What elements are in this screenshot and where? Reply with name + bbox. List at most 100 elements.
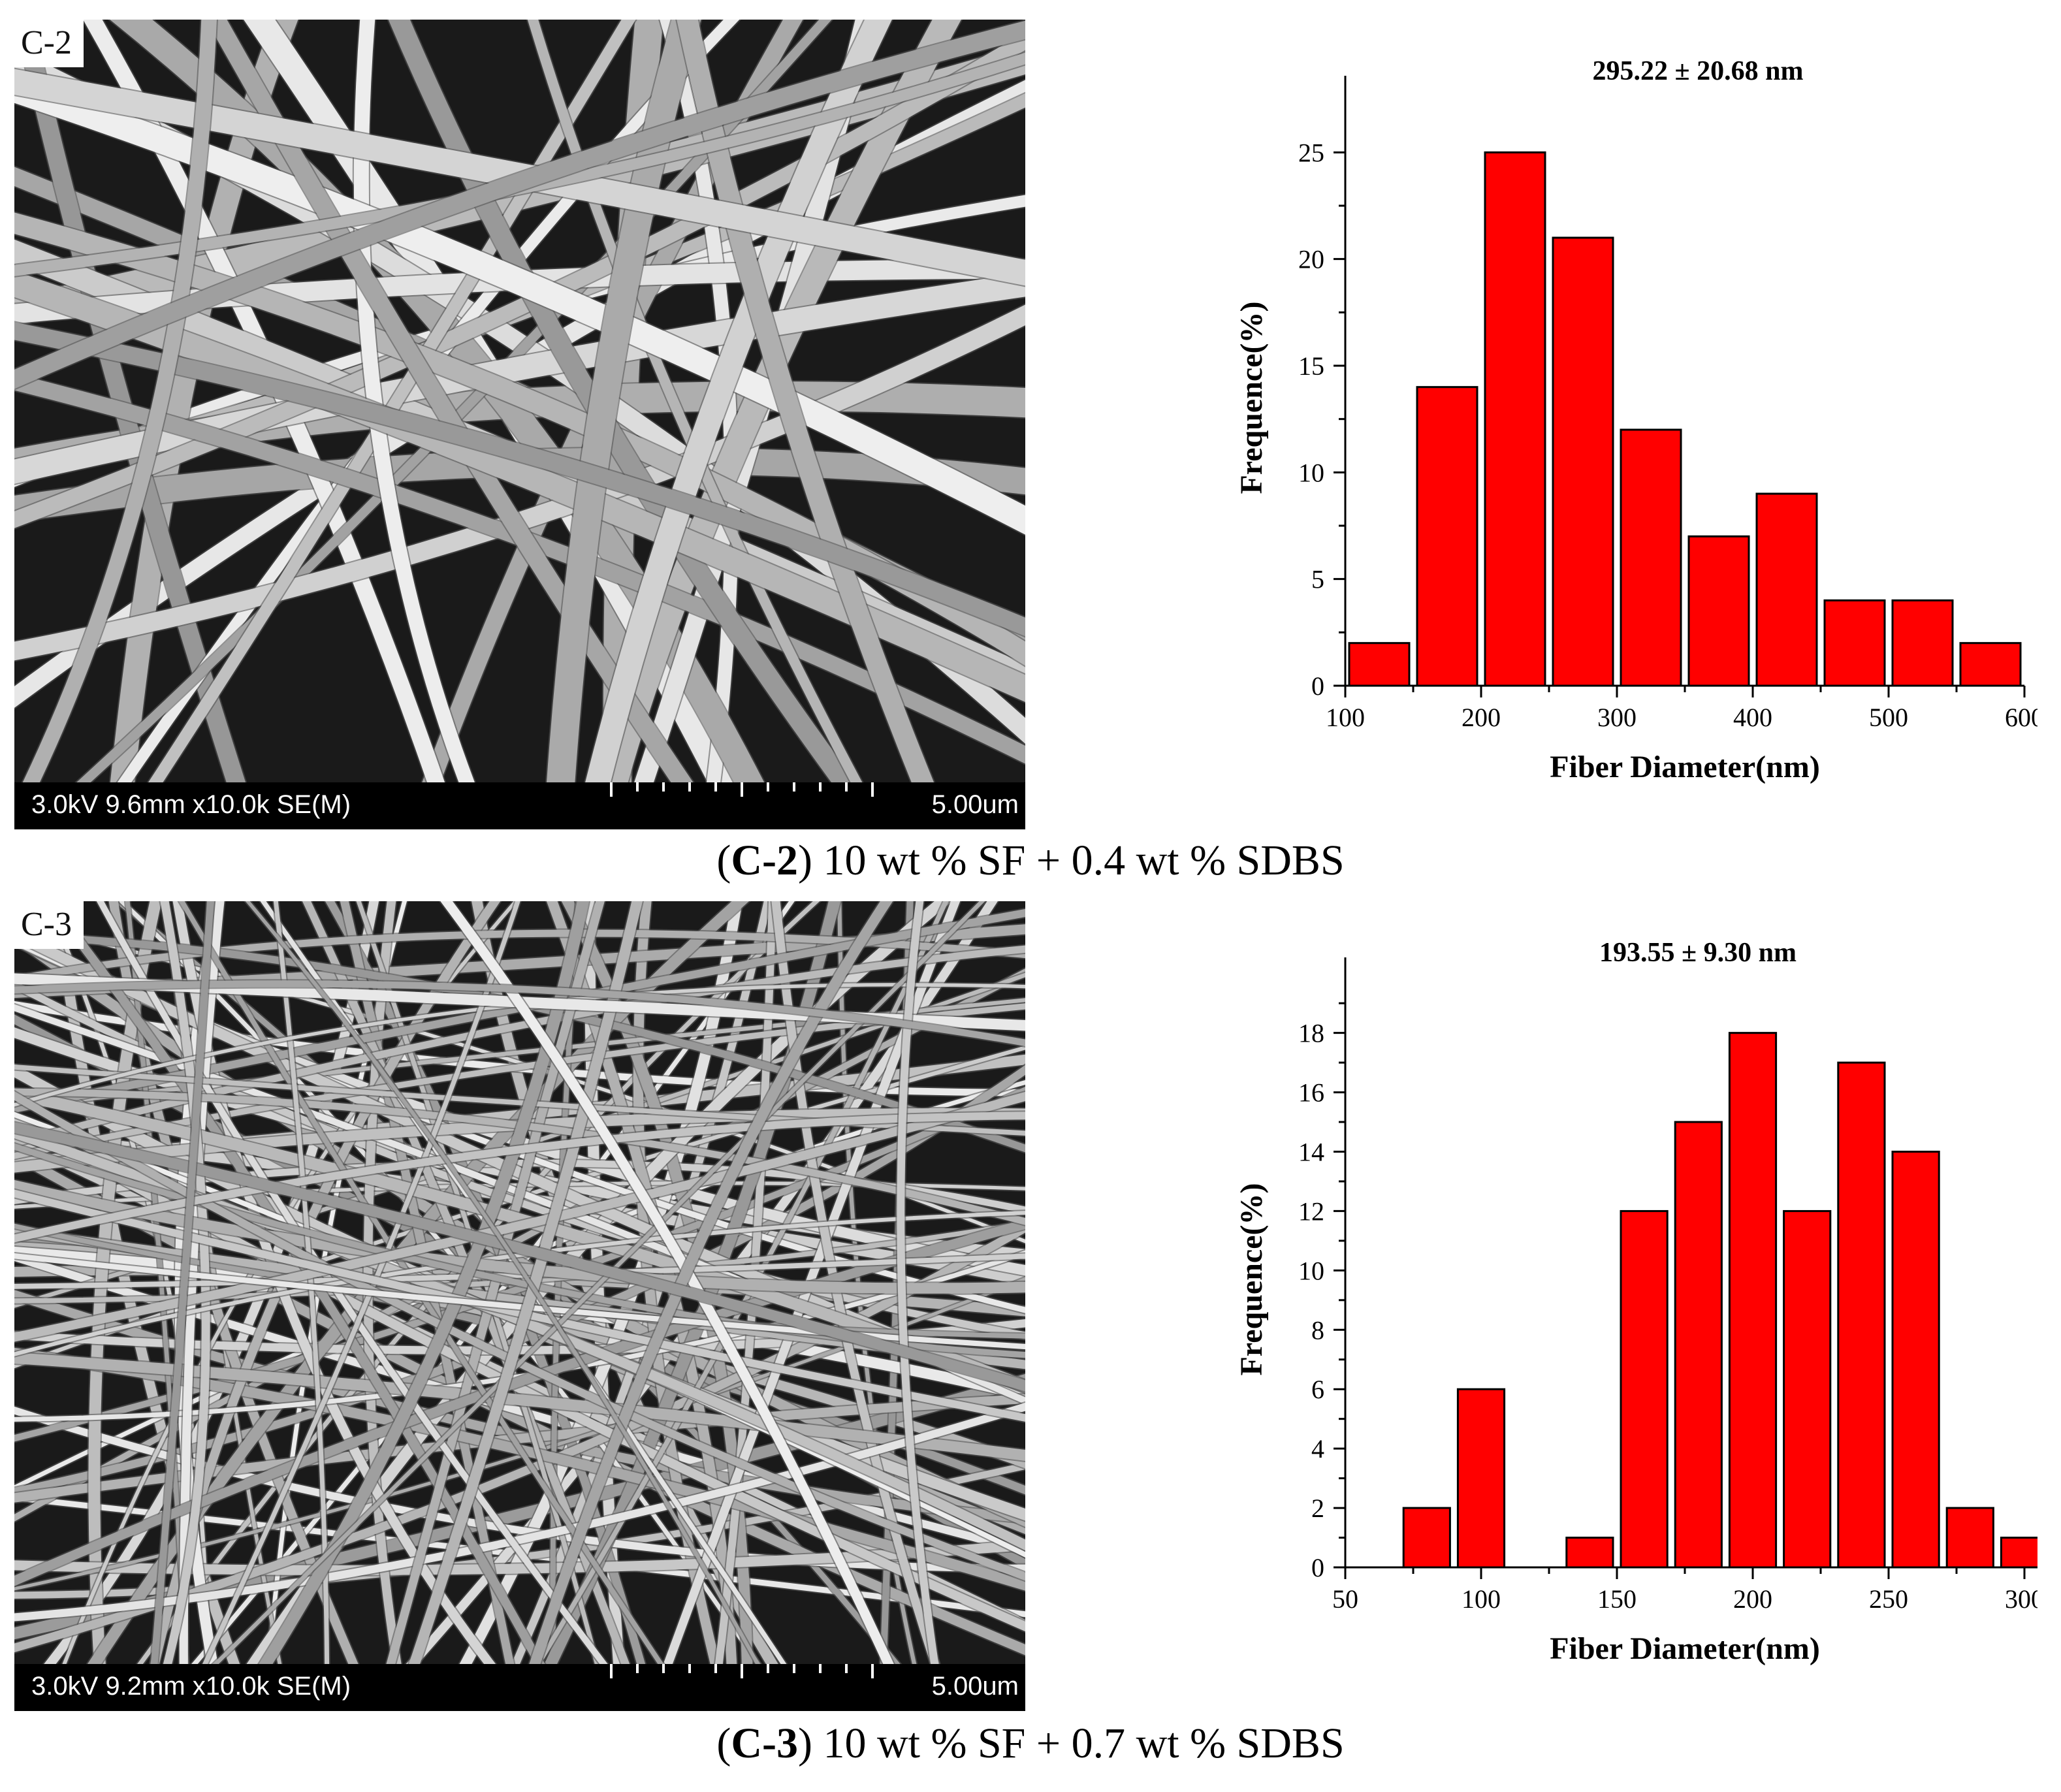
histogram-bar [1687, 535, 1750, 687]
fiber [302, 901, 630, 1664]
fiber [14, 980, 1025, 1047]
caption-text: ) 10 wt % SF + 0.4 wt % SDBS [797, 837, 1345, 884]
y-tick-label: 15 [1298, 351, 1324, 381]
x-tick-label: 300 [1597, 703, 1637, 732]
y-tick-label: 0 [1311, 1553, 1324, 1582]
fiber [14, 1211, 1025, 1356]
fiber [87, 901, 750, 1664]
panel-c3: C-3 3.0kV 9.2mm x10.0k SE(M) 5.00um 193.… [0, 882, 2061, 1778]
fiber [897, 901, 939, 1664]
histogram-bar [1959, 642, 2022, 687]
fiber [14, 1122, 1025, 1392]
fiber [14, 1091, 1025, 1581]
y-tick-label: 14 [1298, 1138, 1324, 1167]
y-tick-label: 0 [1311, 671, 1324, 701]
x-axis-label: Fiber Diameter(nm) [1550, 750, 1820, 784]
sem-panel-label: C-2 [14, 20, 84, 67]
caption-c2: (C-2) 10 wt % SF + 0.4 wt % SDBS [0, 836, 2061, 886]
histogram-bar [1456, 1388, 1506, 1569]
fiber [14, 272, 1025, 484]
histogram-c3: 193.55 ± 9.30 nm 50 100 150 200 250 300 0 2 4 6 8 10… [1234, 938, 2037, 1665]
fiber [148, 20, 636, 782]
y-tick-label: 8 [1311, 1315, 1324, 1345]
histogram-bar [1552, 236, 1614, 687]
histogram-bar [1674, 1121, 1723, 1569]
chart-title: 295.22 ± 20.68 nm [1593, 56, 1804, 86]
scale-bar-ticks [610, 1664, 874, 1678]
histogram-bar [1755, 492, 1818, 687]
sem-panel-label: C-3 [14, 901, 84, 949]
x-tick-label: 100 [1326, 703, 1365, 732]
sem-info-text: 3.0kV 9.2mm x10.0k SE(M) [31, 1672, 351, 1701]
x-tick-label: 400 [1733, 703, 1772, 732]
fiber [14, 1253, 1025, 1350]
y-tick-label: 2 [1311, 1494, 1324, 1523]
caption-open: ( [716, 837, 731, 884]
histogram-c2: 295.22 ± 20.68 nm 100 200 300 400 500 600 0 5 10 1… [1234, 56, 2037, 784]
fiber-micrograph [14, 20, 1025, 782]
histogram-bar [2000, 1537, 2037, 1569]
caption-id: C-3 [731, 1720, 798, 1767]
y-tick-label: 10 [1298, 458, 1324, 487]
y-tick-label: 5 [1311, 565, 1324, 594]
fiber [547, 20, 701, 782]
sem-image-c3: C-3 3.0kV 9.2mm x10.0k SE(M) 5.00um [14, 901, 1025, 1711]
y-tick-label: 10 [1298, 1256, 1324, 1285]
y-tick-label: 20 [1298, 245, 1324, 274]
histogram-bar [1565, 1537, 1614, 1569]
fiber [14, 983, 1025, 1107]
sem-scale-text: 5.00um [931, 1672, 1019, 1701]
histogram-bar [1891, 599, 1954, 687]
sem-scale-text: 5.00um [931, 790, 1019, 819]
fiber [273, 901, 330, 1664]
chart-title: 193.55 ± 9.30 nm [1599, 938, 1797, 968]
caption-text: ) 10 wt % SF + 0.7 wt % SDBS [797, 1720, 1345, 1767]
fiber [14, 1091, 1025, 1342]
sem-image-c2: C-2 3.0kV 9.6mm x10.0k SE(M) 5.00um [14, 20, 1025, 829]
sem-info-bar: 3.0kV 9.6mm x10.0k SE(M) 5.00um [14, 782, 1025, 829]
histogram-bar [1416, 386, 1478, 687]
histogram-bar [1823, 599, 1886, 687]
fiber [14, 1114, 1025, 1632]
fiber [14, 52, 1025, 276]
y-axis-label: Frequence(%) [1234, 1183, 1269, 1375]
x-axis-label: Fiber Diameter(nm) [1550, 1631, 1820, 1665]
sem-info-text: 3.0kV 9.6mm x10.0k SE(M) [31, 790, 351, 819]
fiber [14, 20, 1025, 389]
caption-c3: (C-3) 10 wt % SF + 0.7 wt % SDBS [0, 1719, 2061, 1768]
x-tick-label: 300 [2005, 1584, 2037, 1614]
fiber [388, 20, 856, 782]
y-tick-label: 6 [1311, 1375, 1324, 1404]
fiber [529, 901, 893, 1664]
histogram-bar [1945, 1507, 1994, 1569]
fiber [440, 901, 894, 1664]
x-tick-label: 50 [1332, 1584, 1358, 1614]
x-tick-label: 250 [1869, 1584, 1908, 1614]
fiber [160, 901, 210, 1664]
fiber [14, 1143, 1025, 1358]
y-tick-label: 16 [1298, 1078, 1324, 1108]
x-tick-label: 100 [1462, 1584, 1501, 1614]
x-tick-label: 200 [1733, 1584, 1772, 1614]
histogram-bar [1783, 1209, 1832, 1569]
histogram-bar [1620, 428, 1682, 687]
scale-bar-ticks [610, 782, 874, 797]
caption-open: ( [716, 1720, 731, 1767]
y-tick-label: 4 [1311, 1434, 1324, 1464]
caption-id: C-2 [731, 837, 798, 884]
fiber [22, 20, 217, 782]
fiber [14, 304, 1025, 661]
y-tick-label: 12 [1298, 1196, 1324, 1226]
histogram-bar [1837, 1061, 1886, 1569]
x-tick-label: 200 [1462, 703, 1501, 732]
x-tick-label: 500 [1869, 703, 1908, 732]
panel-c2: C-2 3.0kV 9.6mm x10.0k SE(M) 5.00um 295.… [0, 20, 2061, 886]
histogram-bar [1728, 1032, 1778, 1569]
fiber [245, 901, 760, 1664]
histogram-bar [1402, 1507, 1451, 1569]
fiber [150, 901, 214, 1664]
histogram-bar [1484, 151, 1546, 687]
fiber-micrograph [14, 901, 1025, 1664]
fiber [527, 20, 863, 782]
histogram-bar [1891, 1151, 1940, 1569]
